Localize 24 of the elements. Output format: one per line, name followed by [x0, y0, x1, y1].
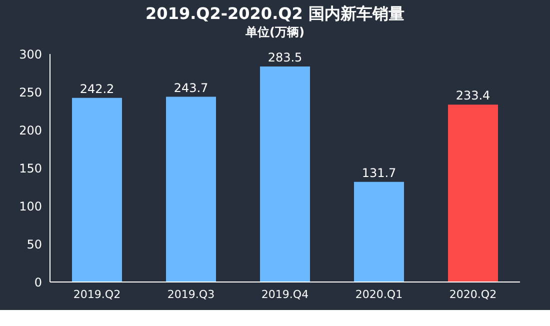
bar [166, 96, 216, 282]
bar [72, 98, 122, 282]
x-tick-label: 2019.Q4 [261, 288, 309, 301]
bar [354, 182, 404, 282]
x-tick-label: 2019.Q2 [73, 288, 121, 301]
y-tick-label: 100 [19, 199, 42, 214]
chart-subtitle: 单位(万辆) [244, 24, 306, 40]
x-tick-label: 2020.Q1 [355, 288, 403, 301]
x-tick-label: 2019.Q3 [167, 288, 215, 301]
y-tick-label: 150 [19, 161, 42, 176]
data-label: 233.4 [456, 88, 490, 103]
bar [448, 104, 498, 282]
data-label: 131.7 [362, 166, 396, 180]
y-tick-label: 300 [19, 47, 42, 62]
y-tick-label: 250 [19, 85, 42, 100]
data-label: 243.7 [174, 80, 208, 95]
data-label: 283.5 [268, 50, 302, 65]
bar [260, 66, 310, 282]
y-tick-label: 50 [26, 237, 42, 252]
y-tick-label: 0 [34, 275, 42, 290]
y-tick-label: 200 [19, 123, 42, 138]
x-tick-label: 2020.Q2 [449, 288, 497, 301]
data-label: 242.2 [80, 82, 114, 96]
chart-title: 2019.Q2-2020.Q2 国内新车销量 [144, 3, 406, 24]
